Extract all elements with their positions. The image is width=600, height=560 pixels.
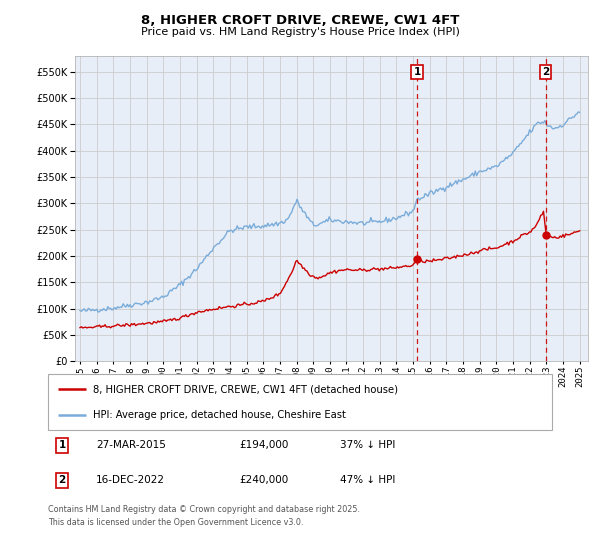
Text: 2: 2	[58, 475, 66, 485]
Text: £194,000: £194,000	[239, 440, 289, 450]
FancyBboxPatch shape	[48, 374, 552, 430]
Text: 47% ↓ HPI: 47% ↓ HPI	[340, 475, 395, 485]
Text: 8, HIGHER CROFT DRIVE, CREWE, CW1 4FT: 8, HIGHER CROFT DRIVE, CREWE, CW1 4FT	[141, 14, 459, 27]
Text: Price paid vs. HM Land Registry's House Price Index (HPI): Price paid vs. HM Land Registry's House …	[140, 27, 460, 37]
Text: 27-MAR-2015: 27-MAR-2015	[96, 440, 166, 450]
Text: This data is licensed under the Open Government Licence v3.0.: This data is licensed under the Open Gov…	[48, 518, 304, 527]
Text: £240,000: £240,000	[239, 475, 289, 485]
Text: 8, HIGHER CROFT DRIVE, CREWE, CW1 4FT (detached house): 8, HIGHER CROFT DRIVE, CREWE, CW1 4FT (d…	[94, 384, 398, 394]
Text: Contains HM Land Registry data © Crown copyright and database right 2025.: Contains HM Land Registry data © Crown c…	[48, 505, 360, 514]
Text: 1: 1	[58, 440, 66, 450]
Text: 1: 1	[413, 67, 421, 77]
Text: 37% ↓ HPI: 37% ↓ HPI	[340, 440, 395, 450]
Text: HPI: Average price, detached house, Cheshire East: HPI: Average price, detached house, Ches…	[94, 410, 346, 420]
Text: 2: 2	[542, 67, 550, 77]
Text: 16-DEC-2022: 16-DEC-2022	[96, 475, 165, 485]
